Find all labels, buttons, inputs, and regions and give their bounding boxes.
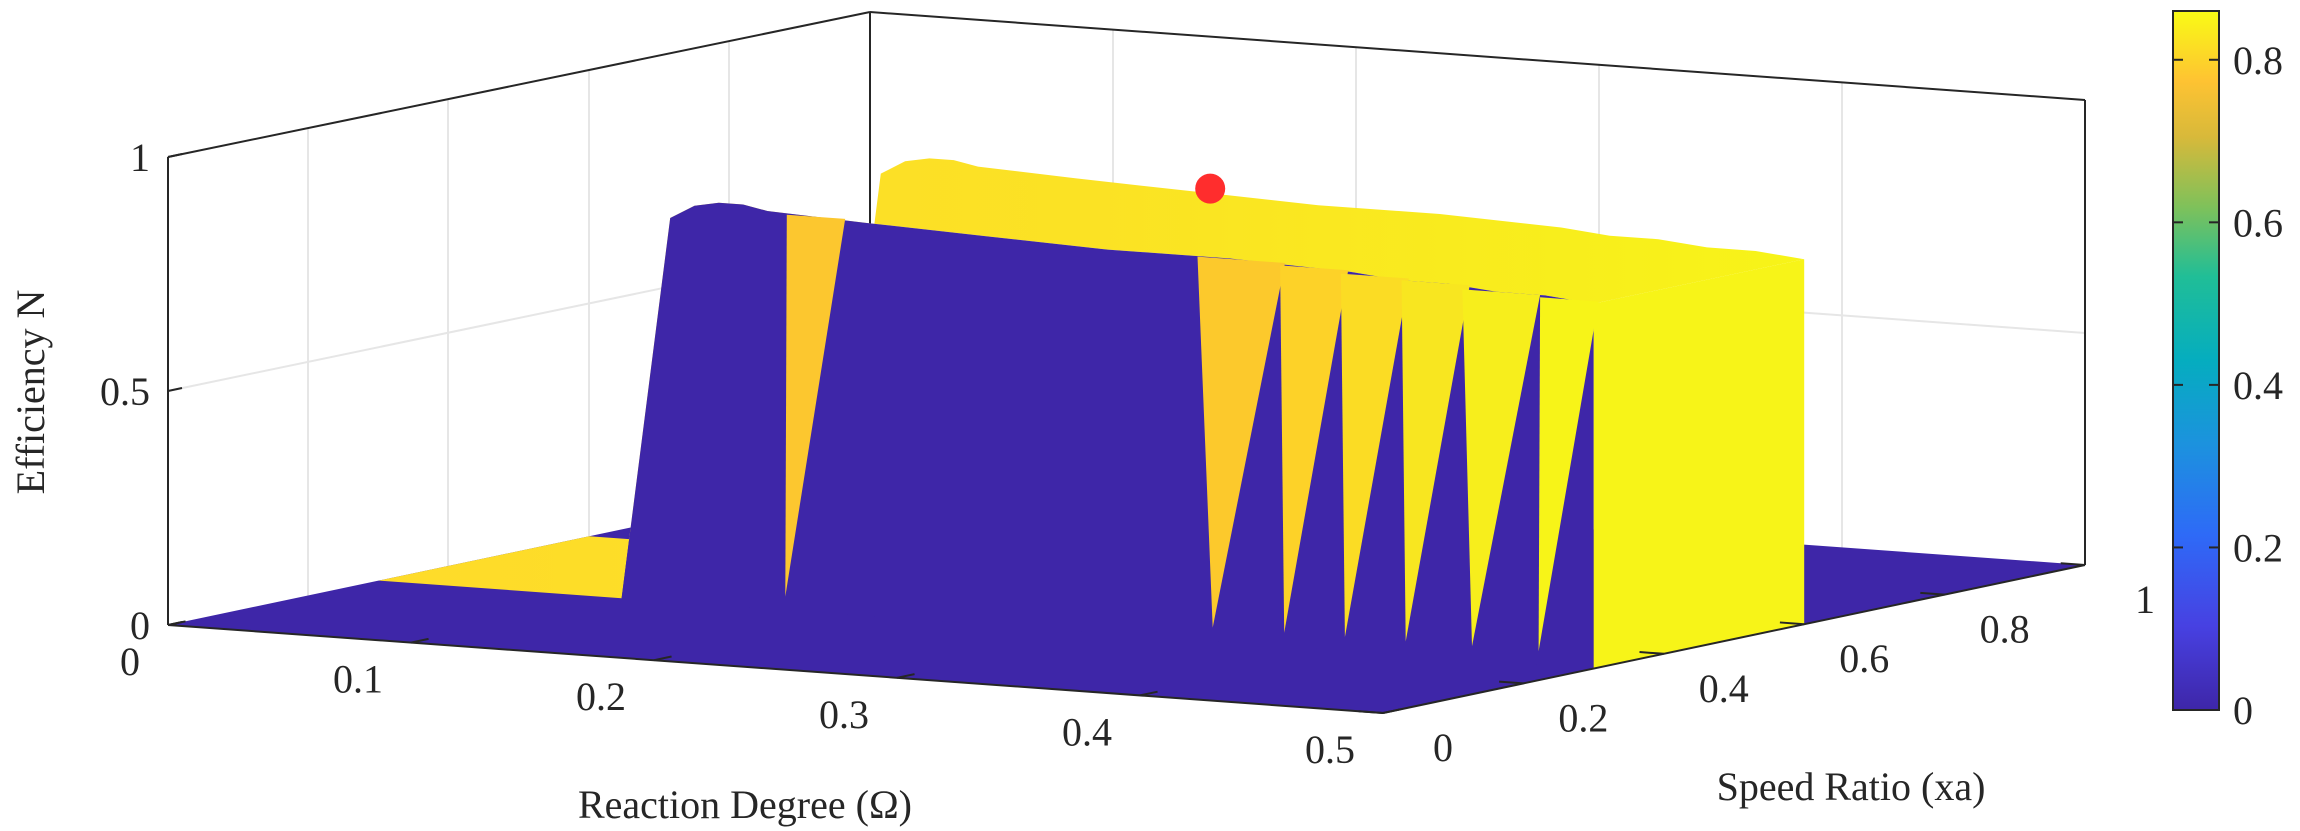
surface-valley-7 xyxy=(1538,297,1599,652)
y-tick-label: 0.8 xyxy=(1980,607,2030,652)
surface-valley-4 xyxy=(1340,273,1409,638)
y-tick-mark xyxy=(1639,651,1664,655)
z-tick-label: 0 xyxy=(130,603,150,648)
surface-valley-1 xyxy=(785,214,846,597)
ticks: 0 0.1 0.2 0.3 0.4 0.5 0 0.2 0.4 0.6 0.8 1 0 0.5 1 xyxy=(100,135,2155,772)
colorbar-gradient xyxy=(2172,10,2220,711)
x-tick-mark xyxy=(896,673,915,679)
x-axis-label: Reaction Degree (Ω) xyxy=(578,782,912,827)
box-edge xyxy=(167,11,871,158)
box-edge xyxy=(869,11,2086,101)
surface-valley-6 xyxy=(1462,289,1541,647)
y-axis-label: Speed Ratio (xa) xyxy=(1717,764,1986,809)
x-tick-label: 0 xyxy=(120,639,140,684)
colorbar-tick-label: 0.4 xyxy=(2233,363,2283,408)
y-tick-label: 0.4 xyxy=(1699,666,1749,711)
surface-valley-3 xyxy=(1280,265,1349,633)
colorbar-tick-label: 0.6 xyxy=(2233,200,2283,245)
y-tick-mark xyxy=(2060,562,2086,566)
y-tick-label: 0.2 xyxy=(1558,695,1608,740)
surface-valley-2 xyxy=(1197,256,1285,628)
y-axis-line xyxy=(1382,564,2086,714)
colorbar-tick-label: 0 xyxy=(2233,688,2253,733)
x-tick-mark xyxy=(653,655,672,662)
colorbar-tick-label: 0.8 xyxy=(2233,38,2283,83)
x-tick-label: 0.2 xyxy=(576,674,626,719)
z-tick-mark xyxy=(167,387,183,392)
y-tick-label: 0 xyxy=(1433,725,1453,770)
surface-end-face xyxy=(1593,259,1805,669)
z-tick-mark xyxy=(167,621,183,626)
front-axes xyxy=(167,564,2086,714)
surface xyxy=(168,158,2085,713)
x-tick-mark xyxy=(1382,708,1401,714)
z-axis-label: Efficiency N xyxy=(8,290,53,495)
colorbar: 0 0.2 0.4 0.6 0.8 xyxy=(2172,10,2283,733)
x-tick-label: 0.5 xyxy=(1305,727,1355,772)
y-tick-mark xyxy=(1358,710,1384,714)
y-tick-label: 0.6 xyxy=(1839,636,1889,681)
x-tick-label: 0.3 xyxy=(819,692,869,737)
x-tick-mark xyxy=(410,637,429,644)
x-tick-label: 0.1 xyxy=(333,657,383,702)
y-tick-mark xyxy=(1920,591,1945,596)
z-tick-label: 1 xyxy=(130,135,150,180)
maximum-point-marker xyxy=(1195,173,1226,204)
surface-valley-5 xyxy=(1401,280,1470,642)
y-tick-label: 1 xyxy=(2135,577,2155,622)
y-tick-mark xyxy=(1779,621,1805,626)
z-tick-label: 0.5 xyxy=(100,369,150,414)
x-tick-label: 0.4 xyxy=(1062,709,1112,754)
z-tick-mark xyxy=(167,153,183,158)
x-tick-mark xyxy=(1139,690,1158,697)
colorbar-tick-label: 0.2 xyxy=(2233,525,2283,570)
y-tick-mark xyxy=(1499,680,1524,685)
colorbar-ticks: 0 0.2 0.4 0.6 0.8 xyxy=(2173,38,2283,733)
x-axis-line xyxy=(167,624,1384,714)
